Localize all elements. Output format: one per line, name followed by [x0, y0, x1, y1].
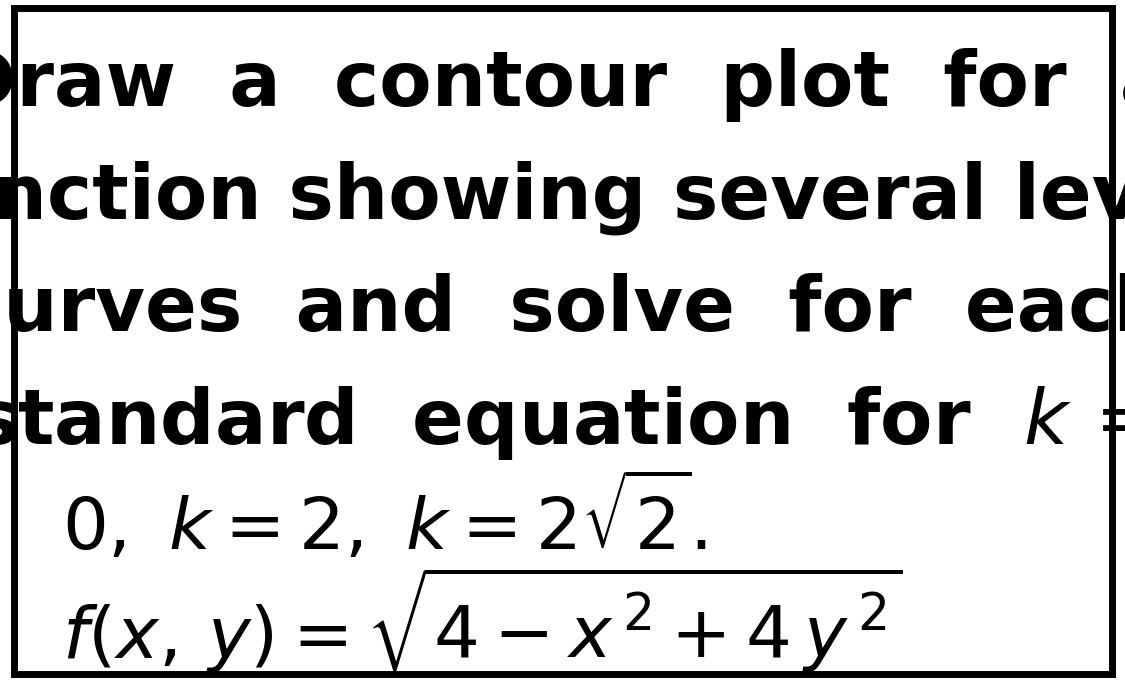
Text: function showing several level: function showing several level [0, 160, 1125, 235]
Text: curves  and  solve  for  each: curves and solve for each [0, 273, 1125, 347]
Text: Draw  a  contour  plot  for  a: Draw a contour plot for a [0, 48, 1125, 122]
Text: $f(x,\,y) = \sqrt{4 - x^{\,2} + 4\,y^{\,2}}$: $f(x,\,y) = \sqrt{4 - x^{\,2} + 4\,y^{\,… [62, 565, 902, 677]
Text: standard  equation  for  $k\,=$: standard equation for $k\,=$ [0, 384, 1125, 462]
Text: $0,\ k = 2,\ k = 2\sqrt{2}.$: $0,\ k = 2,\ k = 2\sqrt{2}.$ [62, 472, 706, 565]
